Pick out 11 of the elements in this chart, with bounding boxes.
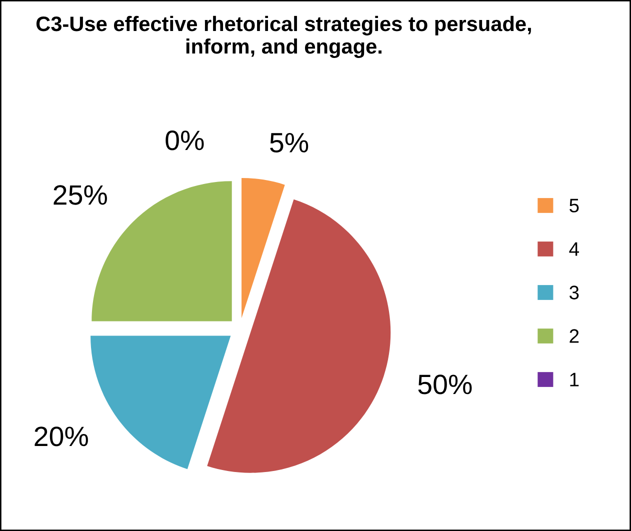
data-label: 5% [270,132,308,153]
data-label: 20% [34,426,88,446]
legend-label: 3 [570,286,579,300]
legend-label: 1 [570,372,579,386]
data-label: 25% [54,185,107,205]
chart-title: C3-Use effective rhetorical strategies to persuade, inform, and engage. [36,16,531,58]
text: 0% [166,130,204,150]
legend-label: 5 [570,198,579,212]
legend-label: 2 [570,329,579,343]
legend-label: 4 [569,242,580,256]
data-label: 50% [418,374,472,394]
